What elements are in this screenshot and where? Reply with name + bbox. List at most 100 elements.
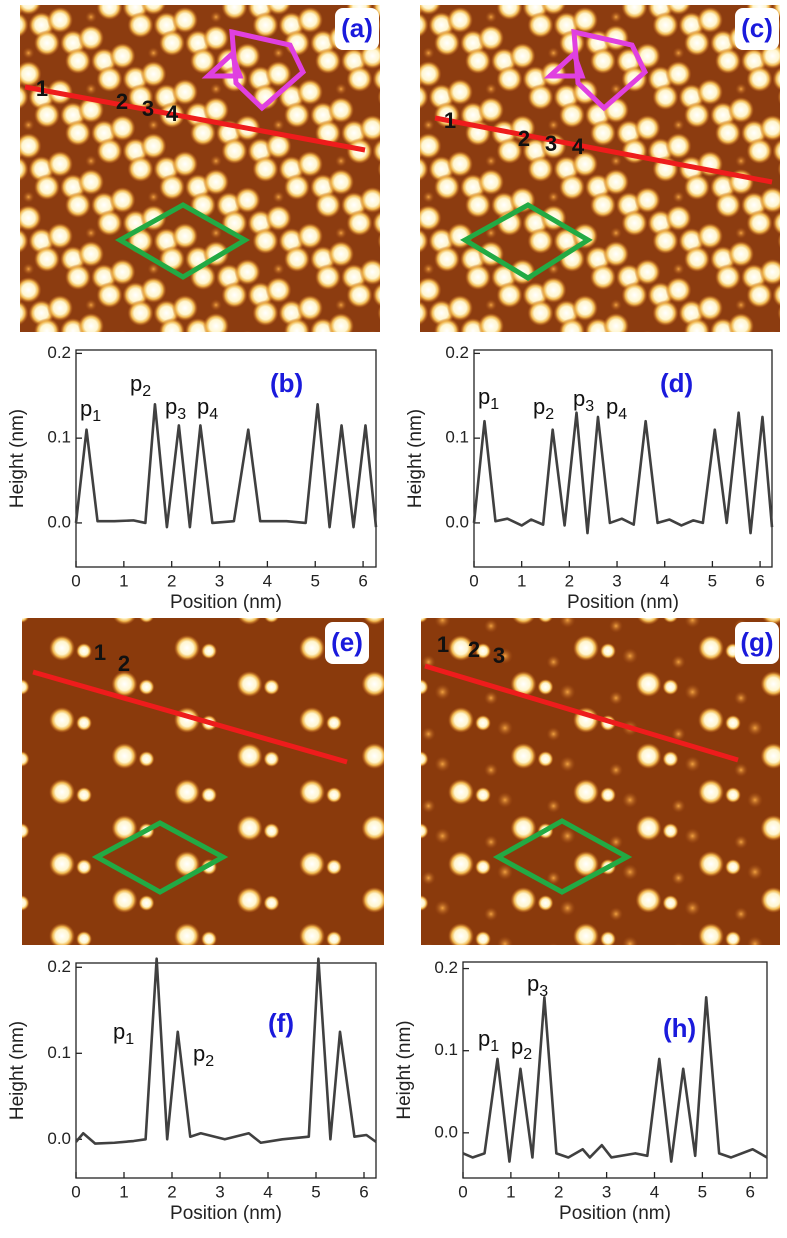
spot: [315, 336, 341, 362]
spot: [378, 12, 404, 38]
panel-label: (g): [740, 627, 773, 657]
x-tick-label: 0: [71, 1182, 80, 1201]
faint-spot: [335, 299, 347, 311]
spot: [128, 300, 154, 326]
stm-image: [372, 0, 787, 398]
spot: [190, 336, 216, 362]
peak-label-base: p: [193, 1041, 205, 1066]
spot: [159, 174, 185, 200]
faint-spot: [484, 763, 498, 777]
spot: [141, 61, 167, 87]
x-axis-label: Position (nm): [170, 1203, 282, 1224]
spot: [65, 120, 91, 146]
spot: [49, 707, 75, 733]
peak-label-sub: 2: [545, 406, 554, 423]
faint-spot: [273, 119, 285, 131]
position-marker: 1: [36, 76, 48, 101]
faint-spot: [734, 907, 748, 921]
faint-spot: [485, 299, 497, 311]
spot: [378, 228, 404, 254]
faint-spot: [747, 936, 763, 952]
faint-spot: [398, 335, 410, 347]
spot: [622, 354, 648, 380]
position-marker: 1: [94, 640, 106, 665]
y-tick-label: 0.0: [47, 1129, 71, 1148]
faint-spot: [547, 655, 561, 669]
spot: [465, 264, 491, 290]
faint-spot: [548, 335, 560, 347]
panel-label: (h): [663, 1013, 696, 1043]
x-tick-label: 3: [215, 1182, 224, 1201]
x-tick-label: 5: [311, 571, 320, 590]
spot: [541, 277, 567, 303]
spot: [141, 349, 167, 375]
faint-spot: [148, 191, 160, 203]
spot: [403, 84, 429, 110]
spot: [360, 331, 386, 357]
spot: [590, 48, 616, 74]
spot: [34, 102, 60, 128]
spot: [398, 66, 424, 92]
spot: [0, 0, 24, 20]
faint-spot: [273, 263, 285, 275]
spot: [391, 0, 417, 15]
spot: [34, 318, 60, 344]
spot: [201, 787, 217, 803]
panel-label: (a): [341, 13, 373, 43]
spot: [434, 30, 460, 56]
spot: [600, 787, 616, 803]
faint-spot: [85, 299, 97, 311]
spot: [373, 282, 399, 308]
y-axis-label: Height (nm): [7, 1021, 28, 1120]
spot: [447, 79, 473, 105]
faint-spot: [672, 799, 686, 813]
spot: [600, 643, 616, 659]
spot: [0, 599, 13, 625]
faint-spot: [484, 907, 498, 921]
faint-spot: [273, 47, 285, 59]
spot: [14, 823, 30, 839]
spot: [465, 48, 491, 74]
spot: [203, 313, 229, 339]
peak-label-sub: 1: [490, 1038, 499, 1055]
spot: [653, 12, 679, 38]
faint-spot: [335, 227, 347, 239]
x-tick-label: 2: [565, 571, 574, 590]
peak-label-base: p: [130, 371, 142, 396]
faint-spot: [673, 263, 685, 275]
spot: [266, 205, 292, 231]
spot: [110, 331, 136, 357]
spot: [528, 12, 554, 38]
spot: [684, 102, 710, 128]
spot: [416, 277, 442, 303]
x-tick-label: 6: [746, 1182, 755, 1201]
spot: [663, 895, 679, 911]
faint-spot: [622, 648, 638, 664]
peak-label-sub: 3: [585, 398, 594, 415]
spot: [698, 779, 724, 805]
spot: [235, 331, 261, 357]
y-axis-label: Height (nm): [7, 409, 28, 508]
x-tick-label: 2: [554, 1182, 563, 1201]
faint-spot: [685, 900, 701, 916]
panel-label: (c): [741, 13, 773, 43]
spot: [328, 313, 354, 339]
spot: [653, 84, 679, 110]
spot: [572, 295, 598, 321]
spot: [622, 210, 648, 236]
peak-label-sub: 1: [490, 396, 499, 413]
spot: [203, 169, 229, 195]
spot: [34, 174, 60, 200]
position-marker: 2: [468, 637, 480, 662]
spot: [128, 12, 154, 38]
spot: [360, 187, 386, 213]
faint-spot: [398, 119, 410, 131]
position-marker: 3: [545, 131, 557, 156]
peak-label-sub: 3: [177, 406, 186, 423]
spot: [386, 887, 412, 913]
faint-spot: [622, 936, 638, 952]
spot: [728, 241, 754, 267]
faint-spot: [435, 612, 451, 628]
spot: [761, 743, 787, 769]
spot: [715, 336, 741, 362]
